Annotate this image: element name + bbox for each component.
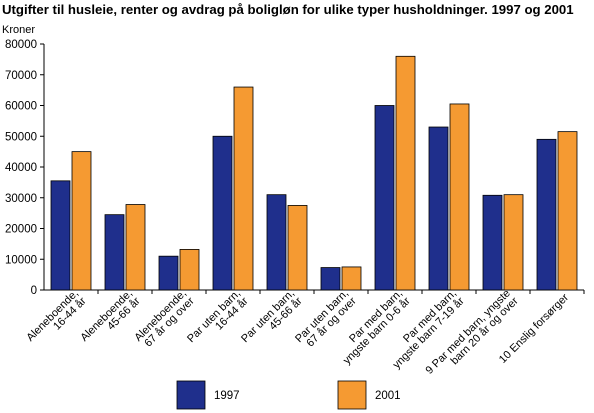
y-tick-label: 30000	[5, 193, 37, 205]
y-tick-label: 80000	[5, 39, 37, 51]
bars	[50, 55, 578, 291]
bar-1997-8	[428, 126, 449, 291]
bar-2001-4	[233, 86, 254, 291]
bar-1997-7	[374, 105, 395, 291]
x-tick-label: Par uten barn,45-66 år	[239, 287, 305, 353]
bar-2001-8	[449, 103, 470, 291]
bar-2001-1	[71, 151, 92, 291]
bar-1997-9	[482, 194, 503, 291]
y-tick-label: 40000	[5, 162, 37, 174]
y-tick-label: 0	[31, 285, 37, 297]
legend-swatch-1997	[176, 380, 206, 410]
x-tick-label: Aleneboende,45-66 år	[78, 287, 143, 352]
chart-title: Utgifter til husleie, renter og avdrag p…	[2, 2, 574, 17]
bar-1997-5	[266, 194, 287, 291]
bar-2001-10	[557, 131, 578, 291]
bar-1997-3	[158, 255, 179, 291]
bar-1997-1	[50, 180, 71, 291]
y-tick-labels: 0 10000 20000 30000 40000 50000 60000 70000 8000…	[5, 39, 37, 297]
y-tick-label: 10000	[5, 254, 37, 266]
bar-2001-6	[341, 266, 362, 291]
bar-2001-3	[179, 249, 200, 291]
y-tick-label: 60000	[5, 101, 37, 113]
legend-label-1997: 1997	[214, 390, 240, 402]
bar-2001-5	[287, 205, 308, 291]
y-axis-label: Kroner	[2, 24, 35, 36]
y-tick-label: 20000	[5, 224, 37, 236]
y-tick-label: 50000	[5, 131, 37, 143]
bar-1997-6	[320, 267, 341, 291]
x-tick-label: Par uten barn,16-44 år	[185, 287, 251, 353]
x-tick-label: Aleneboende,67 år og over	[132, 287, 197, 352]
bar-1997-10	[536, 138, 557, 291]
bar-1997-4	[212, 135, 233, 291]
bar-2001-2	[125, 204, 146, 291]
bar-2001-9	[503, 194, 524, 291]
legend-label-2001: 2001	[375, 390, 401, 402]
bar-2001-7	[395, 55, 416, 291]
y-tick-label: 70000	[5, 70, 37, 82]
legend-swatch-2001	[337, 380, 367, 410]
legend: 1997 2001	[176, 380, 401, 410]
x-tick-label: Par uten barn,67 år og over	[293, 287, 359, 353]
bar-1997-2	[104, 214, 125, 291]
